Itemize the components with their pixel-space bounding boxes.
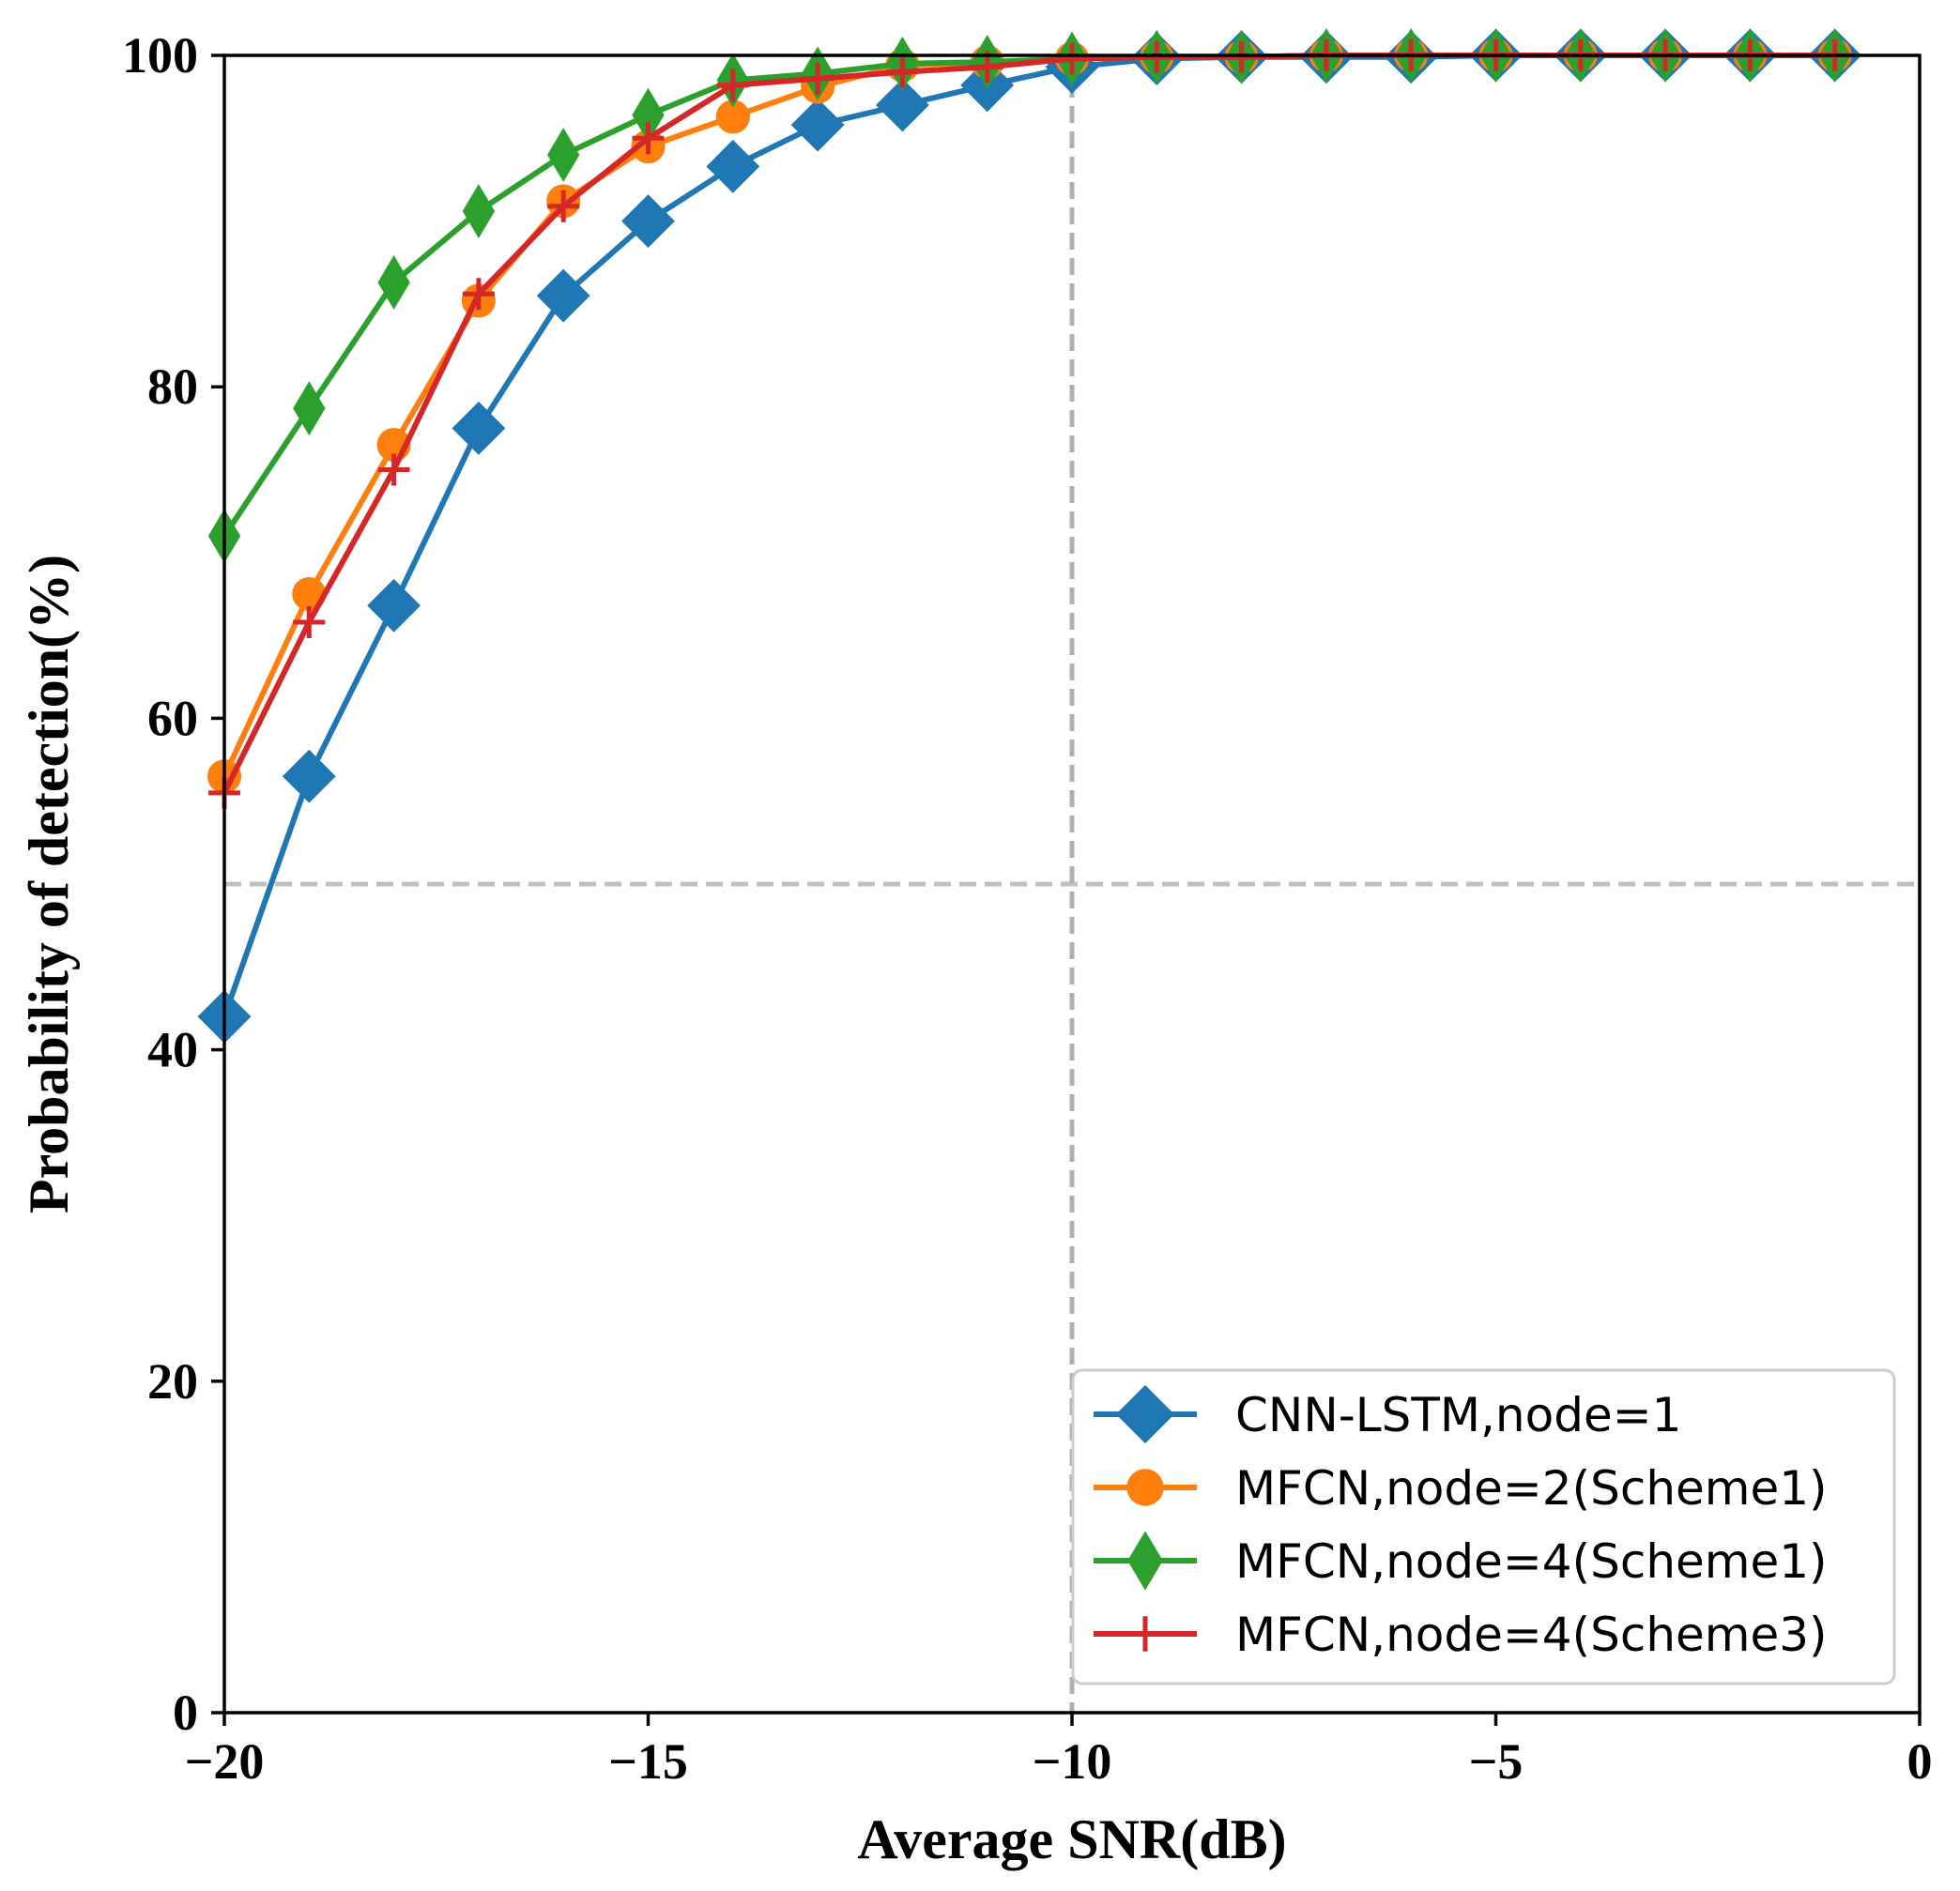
data-point-mfcn-node-4-scheme3 bbox=[1056, 42, 1088, 75]
legend-marker-mfcn-node-4-scheme1 bbox=[1127, 1531, 1163, 1591]
x-axis-title: Average SNR(dB) bbox=[857, 1808, 1286, 1870]
x-tick-label: −20 bbox=[185, 1733, 265, 1790]
legend-marker-cnn-lstm-node-1 bbox=[1115, 1384, 1175, 1444]
legend-item-mfcn-node-2-scheme1: MFCN,node=2(Scheme1) bbox=[1094, 1461, 1828, 1516]
y-axis-title: Probability of detection(%) bbox=[18, 555, 80, 1213]
data-point-mfcn-node-4-scheme3 bbox=[886, 55, 919, 88]
data-point-cnn-lstm-node-1 bbox=[367, 578, 421, 633]
data-point-mfcn-node-4-scheme3 bbox=[1141, 40, 1173, 73]
y-tick-label: 40 bbox=[147, 1022, 198, 1078]
y-tick-label: 100 bbox=[122, 27, 198, 84]
data-point-mfcn-node-4-scheme3 bbox=[716, 69, 749, 101]
y-tick-label: 60 bbox=[147, 690, 198, 746]
data-point-cnn-lstm-node-1 bbox=[621, 194, 675, 249]
data-point-mfcn-node-4-scheme3 bbox=[462, 278, 495, 311]
y-tick-label: 20 bbox=[147, 1353, 198, 1410]
legend-label: CNN-LSTM,node=1 bbox=[1235, 1388, 1681, 1442]
data-point-mfcn-node-4-scheme1 bbox=[462, 184, 496, 238]
legend-label: MFCN,node=4(Scheme1) bbox=[1235, 1534, 1828, 1589]
legend: CNN-LSTM,node=1 MFCN,node=2(Scheme1) MFCN,… bbox=[1071, 1368, 1896, 1685]
legend-box bbox=[1071, 1368, 1896, 1685]
x-tick-label: −5 bbox=[1469, 1733, 1524, 1790]
legend-marker-mfcn-node-2-scheme1 bbox=[1126, 1469, 1164, 1506]
legend-marker-mfcn-node-4-scheme3 bbox=[1127, 1616, 1163, 1652]
data-point-mfcn-node-4-scheme3 bbox=[547, 190, 580, 222]
legend-item-mfcn-node-4-scheme3: MFCN,node=4(Scheme3) bbox=[1094, 1608, 1828, 1662]
data-point-mfcn-node-4-scheme1 bbox=[377, 254, 410, 310]
legend-item-mfcn-node-4-scheme1: MFCN,node=4(Scheme1) bbox=[1094, 1531, 1828, 1591]
axis-ticks: −20 −15 −10 −5 0 0 20 40 60 80 100 bbox=[122, 27, 1933, 1790]
data-point-mfcn-node-4-scheme3 bbox=[1225, 40, 1258, 73]
legend-label: MFCN,node=2(Scheme1) bbox=[1235, 1461, 1828, 1516]
x-tick-label: −15 bbox=[608, 1733, 688, 1790]
data-point-cnn-lstm-node-1 bbox=[536, 268, 590, 323]
legend-label: MFCN,node=4(Scheme3) bbox=[1235, 1608, 1828, 1662]
data-point-cnn-lstm-node-1 bbox=[875, 78, 929, 132]
data-point-cnn-lstm-node-1 bbox=[452, 401, 506, 455]
data-point-cnn-lstm-node-1 bbox=[790, 98, 845, 152]
data-point-mfcn-node-4-scheme3 bbox=[377, 453, 410, 486]
legend-item-cnn-lstm-node-1: CNN-LSTM,node=1 bbox=[1094, 1384, 1681, 1444]
data-point-mfcn-node-4-scheme3 bbox=[802, 62, 835, 95]
data-point-mfcn-node-4-scheme3 bbox=[293, 605, 326, 638]
x-tick-label: 0 bbox=[1907, 1733, 1933, 1790]
data-point-mfcn-node-4-scheme1 bbox=[293, 381, 326, 436]
x-tick-label: −10 bbox=[1033, 1733, 1112, 1790]
y-tick-label: 80 bbox=[147, 358, 198, 415]
data-point-cnn-lstm-node-1 bbox=[706, 139, 760, 193]
data-point-mfcn-node-4-scheme1 bbox=[547, 127, 580, 182]
data-point-cnn-lstm-node-1 bbox=[282, 749, 336, 803]
data-point-mfcn-node-4-scheme3 bbox=[632, 122, 665, 155]
y-tick-label: 0 bbox=[173, 1685, 198, 1741]
